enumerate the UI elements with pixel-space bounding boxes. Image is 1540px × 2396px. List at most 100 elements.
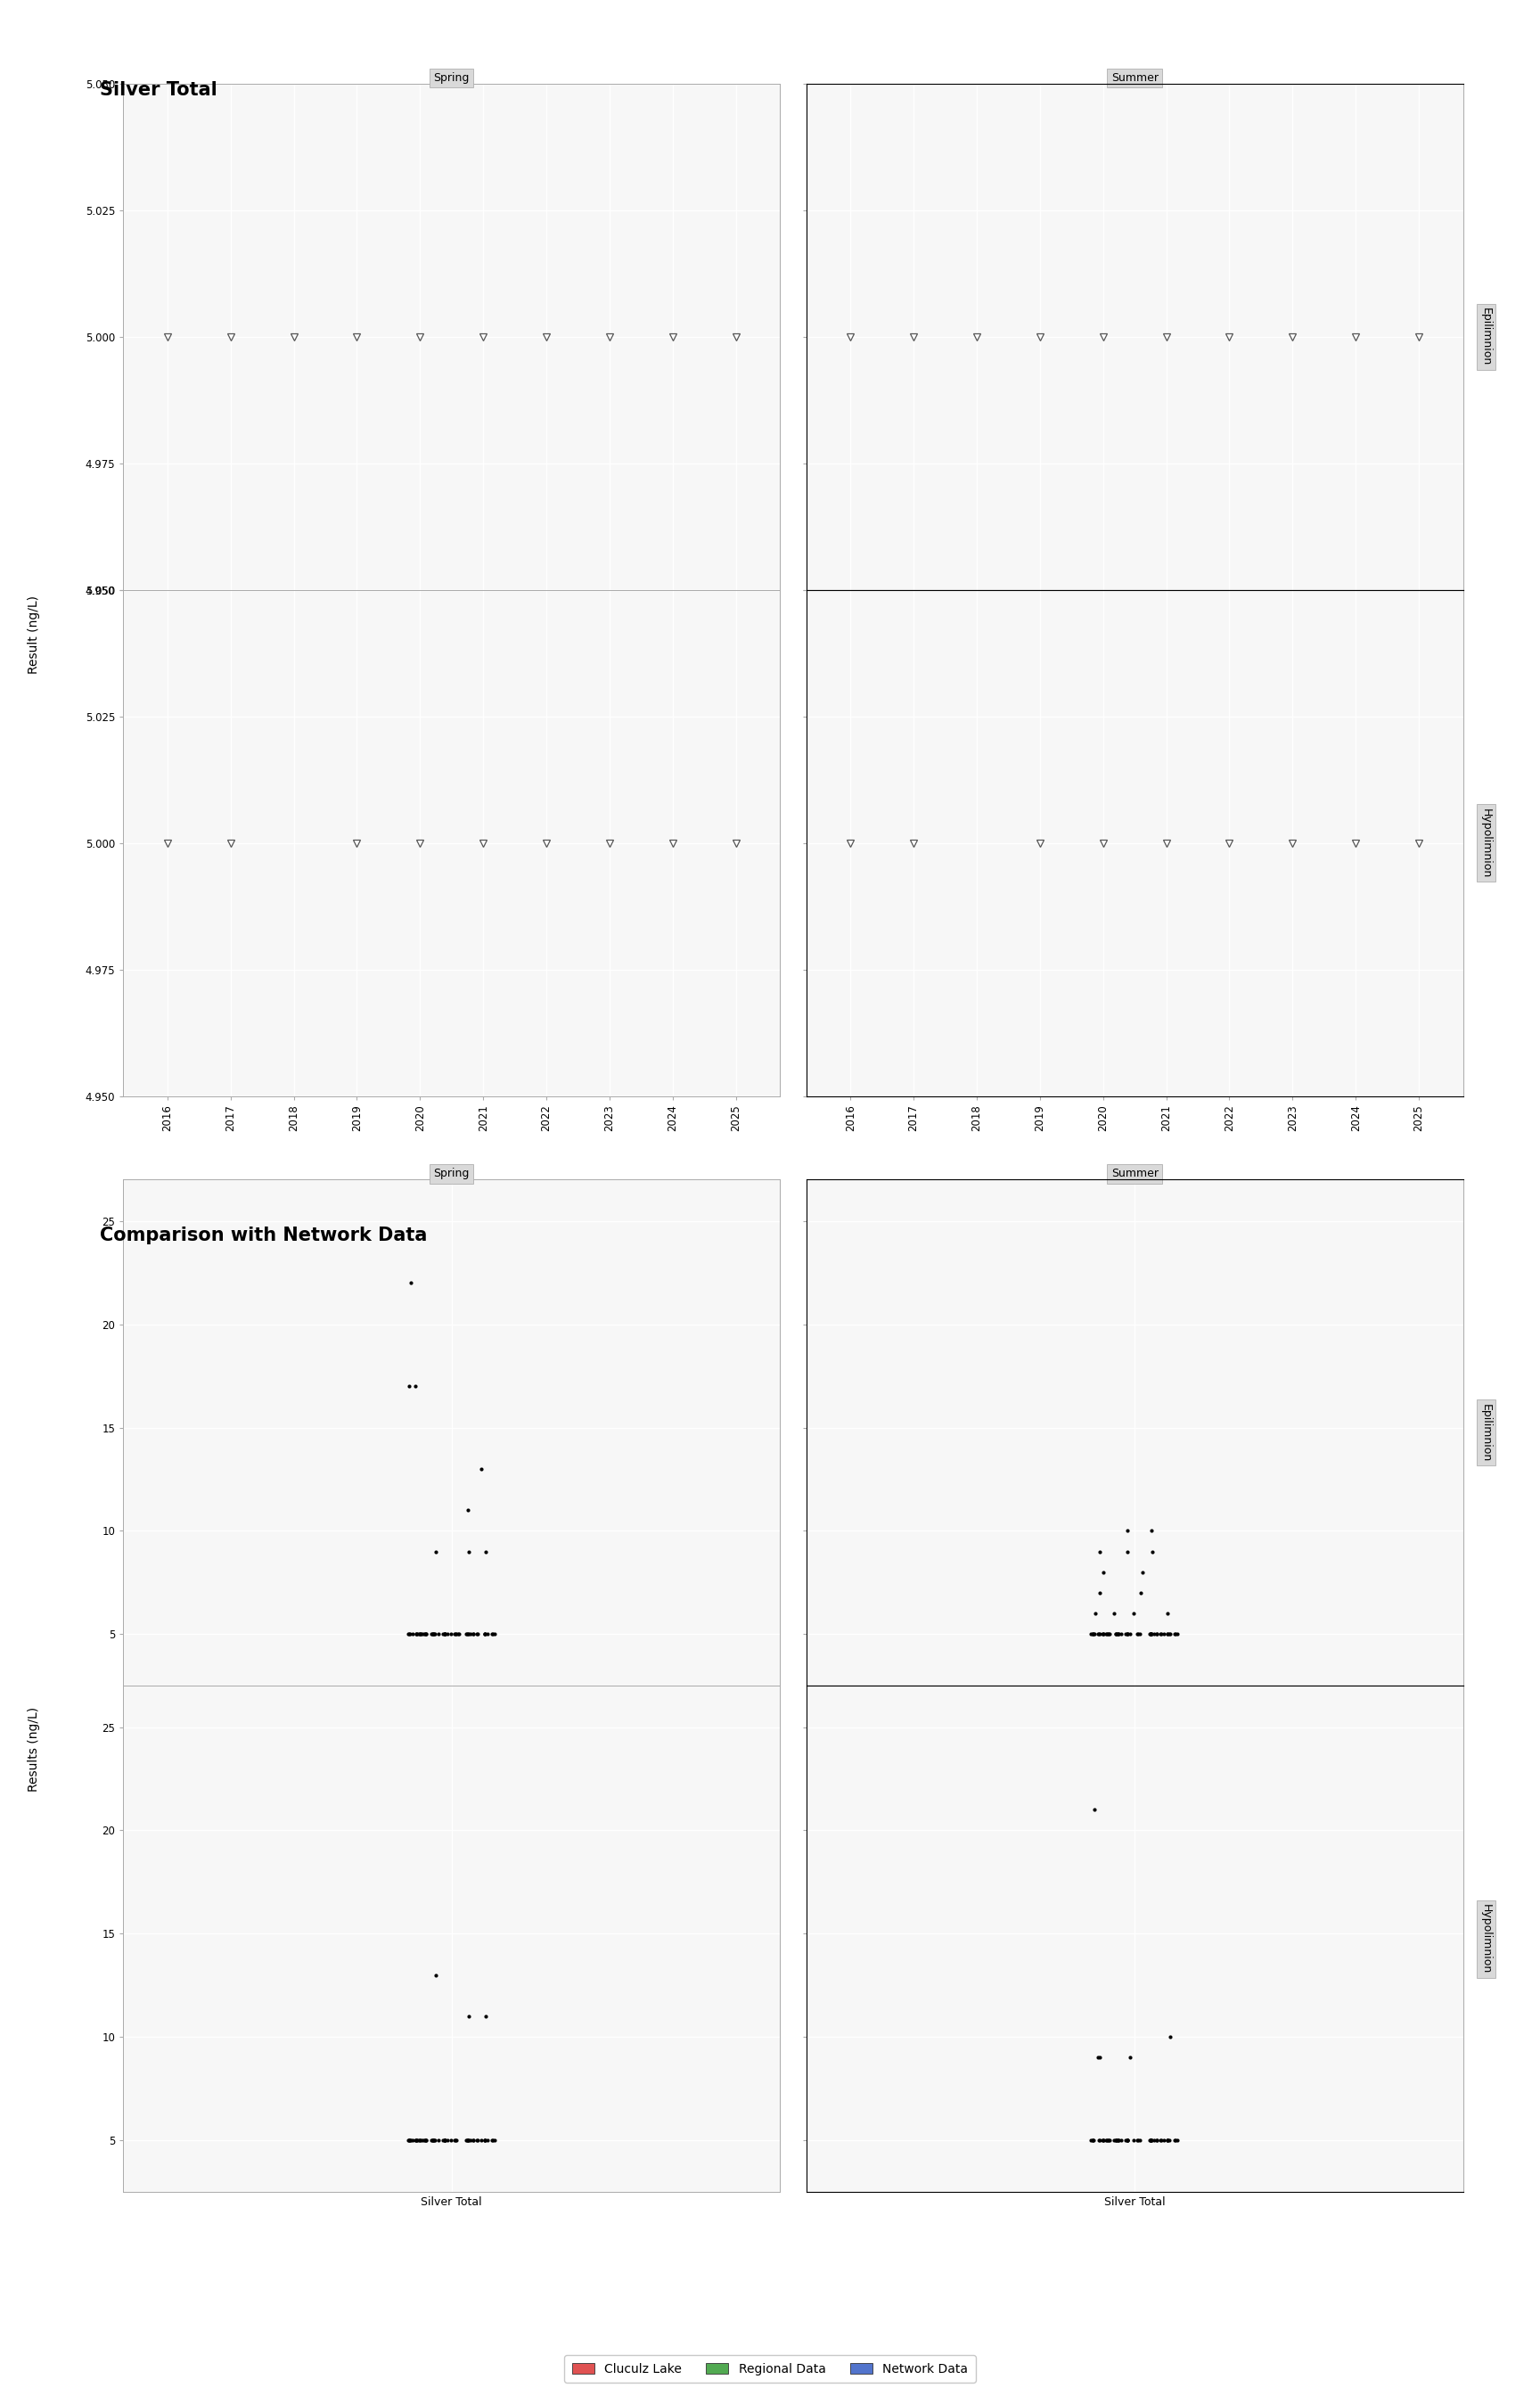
Point [473,1615,497,1653]
Point [479,2120,504,2159]
Title: Summer: Summer [1110,72,1158,84]
Point [408,2120,433,2159]
Y-axis label: Epilimnion: Epilimnion [1480,1404,1492,1462]
Point [1140,2120,1164,2159]
Point [1155,1615,1180,1653]
Legend: Cluculz Lake, Regional Data, Network Data: Cluculz Lake, Regional Data, Network Dat… [565,2355,975,2382]
Point [419,1615,444,1653]
Point [1090,2120,1115,2159]
Point [422,1615,447,1653]
Point [403,1615,428,1653]
Point [480,1615,505,1653]
Y-axis label: Hypolimnion: Hypolimnion [1480,1905,1492,1974]
Point [456,1998,480,2037]
Point [1109,2120,1133,2159]
Point [1115,1615,1140,1653]
Point [1087,1615,1112,1653]
Point [1093,2120,1118,2159]
Point [1138,2120,1163,2159]
Point [1118,1615,1143,1653]
Point [433,1615,457,1653]
Point [1163,2120,1187,2159]
Point [442,2120,467,2159]
Point [420,2120,445,2159]
Point [1129,1574,1153,1613]
Point [1152,1615,1177,1653]
Point [1152,2120,1177,2159]
Point [1078,1615,1103,1653]
Point [1158,1615,1183,1653]
Point [1080,2120,1104,2159]
Point [419,2120,444,2159]
Point [1126,2120,1150,2159]
Point [420,2120,445,2159]
Point [456,1490,480,1529]
Point [1096,2120,1121,2159]
Point [445,1615,470,1653]
Point [411,1615,436,1653]
Point [424,1955,448,1993]
Point [1163,1615,1187,1653]
Point [399,1263,424,1301]
Text: Silver Total: Silver Total [100,81,217,98]
Point [456,2120,480,2159]
Point [1106,2120,1130,2159]
Point [430,2120,454,2159]
Point [433,1615,457,1653]
Point [1078,2120,1103,2159]
Point [403,1368,428,1406]
Point [1137,1615,1161,1653]
Point [1155,2120,1180,2159]
Point [1106,2120,1130,2159]
Point [1147,1615,1172,1653]
Point [447,1615,471,1653]
Point [445,2120,470,2159]
Point [1138,1615,1163,1653]
Point [397,1615,422,1653]
Point [433,2120,457,2159]
Point [425,2120,450,2159]
Point [479,1615,504,1653]
Point [1096,2120,1121,2159]
Text: Result (ng/L): Result (ng/L) [28,597,40,673]
Point [460,2120,485,2159]
Point [465,1615,490,1653]
Point [474,1998,499,2037]
Point [460,1615,485,1653]
Point [397,1368,422,1406]
Point [433,2120,457,2159]
Point [1140,1615,1164,1653]
Point [456,1533,480,1572]
Point [459,2120,484,2159]
Point [1109,1615,1133,1653]
Point [413,1615,437,1653]
Point [460,1615,485,1653]
Point [1115,1512,1140,1550]
Point [465,2120,490,2159]
Point [405,1615,430,1653]
Point [424,2120,448,2159]
Point [1138,1615,1163,1653]
Point [433,2120,457,2159]
Point [1086,1615,1110,1653]
Point [1101,1593,1126,1632]
Point [1149,2120,1173,2159]
Point [439,2120,464,2159]
Point [1157,1615,1181,1653]
Point [1140,2120,1164,2159]
Point [1155,1615,1180,1653]
Point [433,1615,457,1653]
Title: Spring: Spring [434,1167,470,1179]
Point [442,1615,467,1653]
Point [1157,2120,1181,2159]
Point [420,1615,445,1653]
Point [396,1615,420,1653]
Point [422,2120,447,2159]
Point [1115,2120,1140,2159]
Point [420,1615,445,1653]
Point [456,1615,480,1653]
Point [468,1450,493,1488]
Point [397,1615,422,1653]
Point [1087,2120,1112,2159]
Point [1155,1593,1180,1632]
